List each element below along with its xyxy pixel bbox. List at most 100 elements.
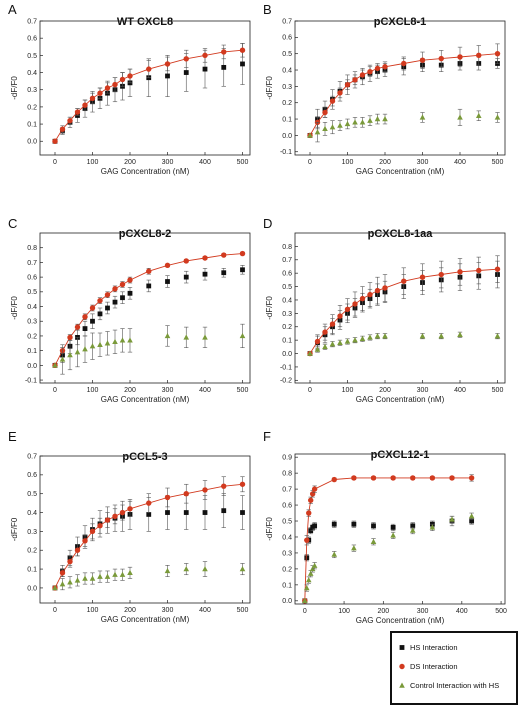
data-point xyxy=(429,475,436,481)
data-point xyxy=(475,112,482,118)
plot-frame xyxy=(39,20,251,156)
data-point xyxy=(476,52,482,59)
data-point xyxy=(165,510,170,515)
data-point xyxy=(127,506,133,512)
data-point xyxy=(89,343,96,349)
data-point xyxy=(82,538,88,544)
series-triangle xyxy=(52,323,246,375)
y-tick-label: 0.4 xyxy=(27,304,37,311)
data-point xyxy=(183,566,190,572)
y-tick-label: 0.7 xyxy=(282,487,292,494)
data-point xyxy=(89,305,96,311)
data-point xyxy=(202,566,208,572)
x-tick-label: 0 xyxy=(53,607,57,614)
data-point xyxy=(370,475,377,481)
data-point xyxy=(82,326,88,331)
data-point xyxy=(367,334,373,340)
data-point xyxy=(307,350,313,356)
x-tick-label: 0 xyxy=(308,387,312,394)
data-point xyxy=(352,337,358,343)
y-tick-label: -0.1 xyxy=(280,364,292,371)
data-point xyxy=(419,114,426,120)
x-tick-label: 100 xyxy=(338,608,350,615)
series-square xyxy=(302,515,475,604)
panel-title: pCXCL8-2 xyxy=(119,228,172,240)
data-point xyxy=(127,569,133,576)
y-tick-label: 0.8 xyxy=(282,471,292,478)
series-circle xyxy=(302,474,475,604)
x-tick-label: 500 xyxy=(237,387,249,394)
data-point xyxy=(314,129,321,135)
data-point xyxy=(390,475,396,481)
data-point xyxy=(97,90,103,96)
y-tick-label: 0.7 xyxy=(282,257,292,264)
data-point xyxy=(303,585,310,591)
data-point xyxy=(476,267,482,274)
y-tick-label: 0.1 xyxy=(27,566,37,573)
y-tick-label: 0.3 xyxy=(27,87,37,94)
y-tick-label: 0.4 xyxy=(282,67,292,74)
data-point xyxy=(344,120,351,127)
data-point xyxy=(337,339,343,346)
data-point xyxy=(239,250,246,257)
data-point xyxy=(329,98,336,104)
data-point xyxy=(494,333,501,339)
data-point xyxy=(322,109,328,116)
data-point xyxy=(305,577,312,583)
y-axis-label: -dF/F0 xyxy=(265,296,274,320)
x-tick-label: 0 xyxy=(53,159,57,166)
data-point xyxy=(331,521,337,527)
legend-marker-triangle xyxy=(399,682,405,688)
series-circle xyxy=(52,250,246,369)
y-tick-label: 0.2 xyxy=(282,100,292,107)
data-point xyxy=(314,338,321,345)
y-tick-label: 0.0 xyxy=(282,351,292,358)
data-point xyxy=(52,362,58,368)
data-point xyxy=(104,573,111,579)
data-point xyxy=(89,528,96,535)
data-point xyxy=(74,547,81,553)
data-point xyxy=(322,329,328,335)
y-tick-label: 0.0 xyxy=(27,585,37,592)
y-tick-label: 0.0 xyxy=(282,598,292,605)
data-point xyxy=(409,527,416,533)
data-point xyxy=(74,324,81,330)
y-tick-label: -0.1 xyxy=(25,377,37,384)
x-tick-label: 300 xyxy=(162,387,174,394)
y-tick-label: 0.3 xyxy=(282,311,292,318)
data-point xyxy=(97,523,103,529)
data-point xyxy=(74,577,81,583)
data-point xyxy=(112,338,118,345)
data-point xyxy=(97,311,103,317)
x-tick-label: 100 xyxy=(87,387,99,394)
data-point xyxy=(202,334,208,340)
data-point xyxy=(90,318,95,324)
y-tick-label: 0.1 xyxy=(27,348,37,355)
data-point xyxy=(390,525,396,530)
legend-marker-circle xyxy=(399,663,405,670)
data-point xyxy=(410,475,416,481)
data-point xyxy=(89,95,96,102)
data-point xyxy=(410,523,416,529)
data-point xyxy=(120,295,125,301)
data-point xyxy=(97,297,103,304)
data-point xyxy=(311,562,318,568)
data-point xyxy=(82,346,88,352)
data-point xyxy=(382,333,388,339)
data-point xyxy=(367,117,373,123)
data-point xyxy=(52,584,58,591)
x-tick-label: 100 xyxy=(87,607,99,614)
data-point xyxy=(352,77,358,83)
x-axis-label: GAG Concentration (nM) xyxy=(101,615,190,624)
y-tick-label: 0.7 xyxy=(27,18,37,25)
data-point xyxy=(494,114,501,120)
data-point xyxy=(104,292,111,298)
data-point xyxy=(202,510,208,515)
x-tick-label: 400 xyxy=(454,387,466,394)
y-tick-label: 0.7 xyxy=(27,453,37,460)
x-tick-label: 400 xyxy=(199,387,211,394)
data-point xyxy=(67,117,73,124)
data-point xyxy=(240,61,245,67)
